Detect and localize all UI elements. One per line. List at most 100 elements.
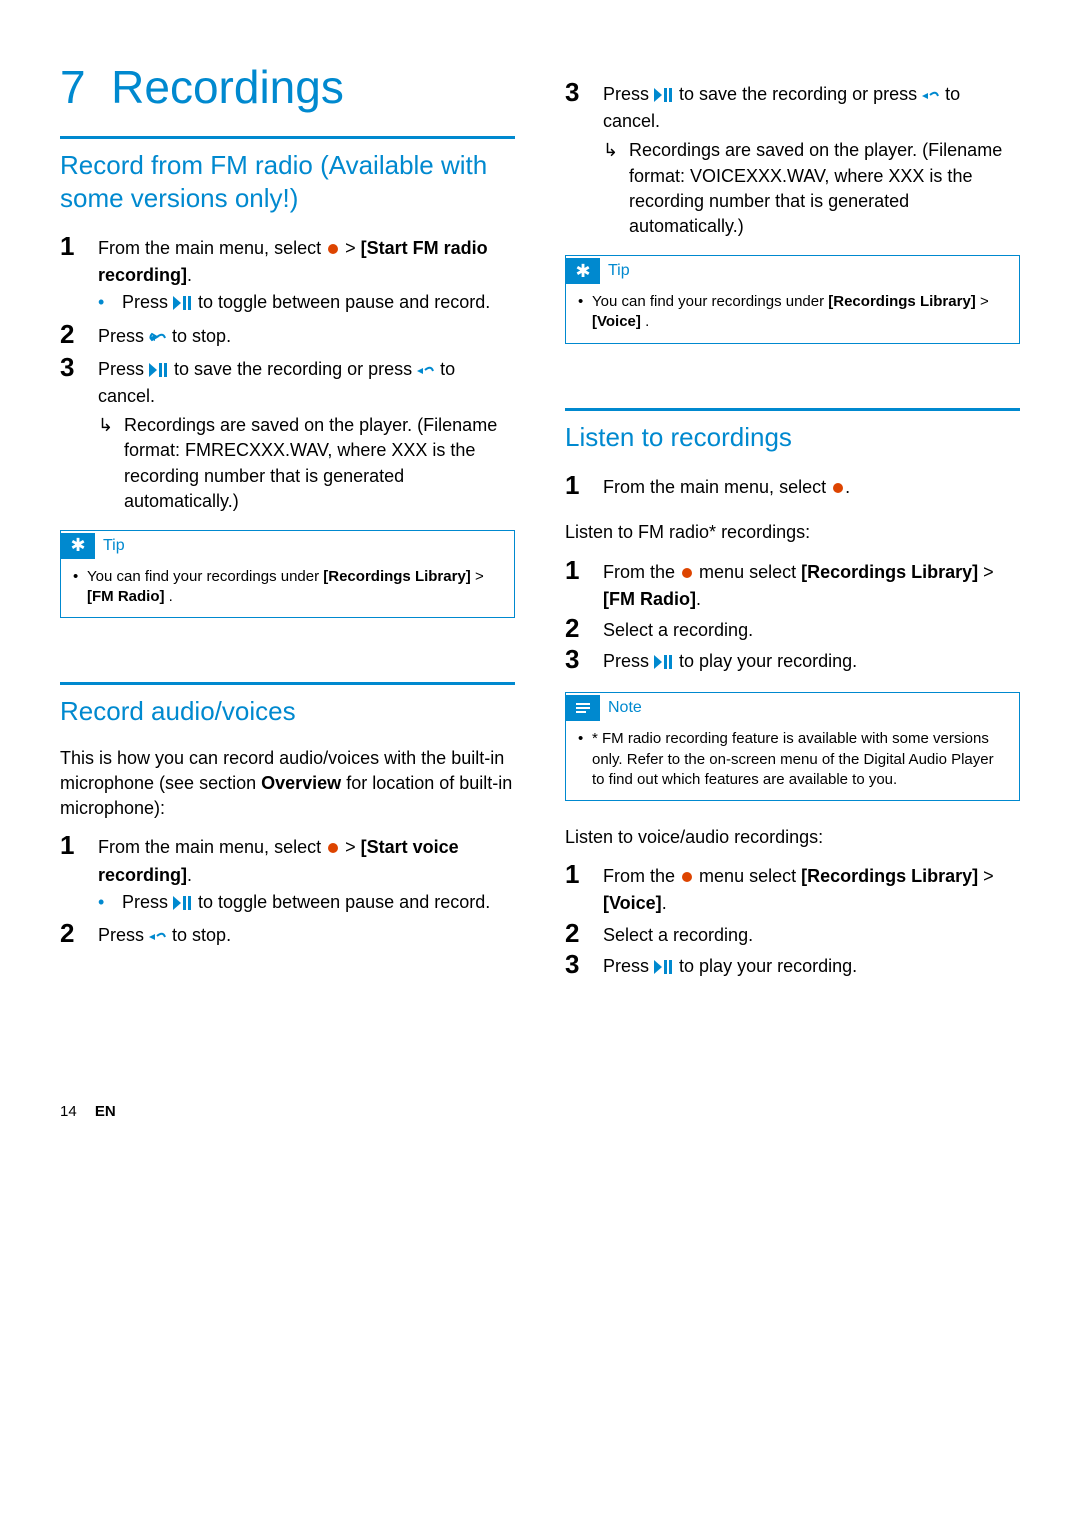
step-text: Press to save the recording or press to …	[98, 353, 515, 409]
step-text: From the main menu, select > [Start FM r…	[98, 232, 515, 288]
step-number: 2	[60, 320, 98, 349]
step: 1 From the menu select [Recordings Libra…	[565, 556, 1020, 612]
back-icon	[922, 84, 940, 109]
sub-bullet: • Press to toggle between pause and reco…	[98, 290, 515, 317]
step-text: Press to stop.	[98, 919, 515, 950]
step-text: From the main menu, select .	[603, 471, 1020, 502]
steps-listen-fm: 1 From the menu select [Recordings Libra…	[565, 556, 1020, 677]
bullet-text: Press to toggle between pause and record…	[122, 890, 515, 917]
left-column: 7 Recordings Record from FM radio (Avail…	[60, 60, 515, 983]
arrow-icon: ↳	[603, 138, 629, 163]
text: .	[662, 893, 667, 913]
step-number: 3	[565, 78, 603, 107]
tip-box: ✱ Tip • You can find your recordings und…	[565, 255, 1020, 344]
step-text: From the menu select [Recordings Library…	[603, 860, 1020, 916]
step: 2 Press to stop.	[60, 919, 515, 950]
text: You can find your recordings under	[592, 293, 828, 310]
text: to stop.	[172, 326, 231, 346]
text: to play your recording.	[679, 956, 857, 976]
steps-listen-voice: 1 From the menu select [Recordings Libra…	[565, 860, 1020, 981]
step-text: Press to stop.	[98, 320, 515, 351]
note-header: Note	[566, 693, 1019, 723]
section-rule	[565, 408, 1020, 411]
step: 2 Select a recording.	[565, 614, 1020, 643]
text-bold: [Recordings Library]	[801, 562, 978, 582]
tip-label: Tip	[608, 262, 630, 280]
step-number: 2	[565, 614, 603, 643]
play-pause-icon	[654, 651, 674, 676]
bullet-dot: •	[98, 290, 122, 315]
step-number: 2	[565, 919, 603, 948]
two-column-layout: 7 Recordings Record from FM radio (Avail…	[60, 60, 1020, 983]
section-heading-listen: Listen to recordings	[565, 421, 1020, 454]
step: 2 Select a recording.	[565, 919, 1020, 948]
text-bold: [Voice]	[592, 313, 641, 330]
text: Press	[98, 359, 149, 379]
section-heading-voice: Record audio/voices	[60, 695, 515, 728]
page: 7 Recordings Record from FM radio (Avail…	[0, 0, 1080, 1160]
right-column: 3 Press to save the recording or press t…	[565, 60, 1020, 983]
text: to toggle between pause and record.	[198, 892, 490, 912]
back-icon	[417, 359, 435, 384]
section-rule	[60, 136, 515, 139]
step-number: 1	[60, 831, 98, 860]
text: .	[169, 588, 173, 605]
text: Press	[98, 326, 149, 346]
text: From the	[603, 866, 680, 886]
step-text: Press to save the recording or press to …	[603, 78, 1020, 134]
text: .	[187, 865, 192, 885]
language-code: EN	[95, 1103, 116, 1120]
section-heading-fm: Record from FM radio (Available with som…	[60, 149, 515, 214]
text-bold: [FM Radio]	[87, 588, 164, 605]
bullet-text: Press to toggle between pause and record…	[122, 290, 515, 317]
record-icon	[680, 562, 694, 587]
play-pause-icon	[173, 292, 193, 317]
text-bold: [Recordings Library]	[801, 866, 978, 886]
steps-voice: 1 From the main menu, select > [Start vo…	[60, 831, 515, 887]
tip-body: • You can find your recordings under [Re…	[61, 561, 514, 618]
record-icon	[680, 866, 694, 891]
result-arrow: ↳ Recordings are saved on the player. (F…	[98, 413, 515, 514]
text: From the main menu, select	[98, 837, 326, 857]
play-pause-icon	[173, 892, 193, 917]
step: 1 From the main menu, select > [Start vo…	[60, 831, 515, 887]
text-bold: [Recordings Library]	[323, 568, 471, 585]
text: Press	[603, 956, 654, 976]
text: From the	[603, 562, 680, 582]
step-text: From the main menu, select > [Start voic…	[98, 831, 515, 887]
result-text: Recordings are saved on the player. (Fil…	[124, 413, 515, 514]
play-pause-icon	[654, 956, 674, 981]
steps-fm-cont: 2 Press to stop. 3 Press	[60, 320, 515, 410]
step-text: Press to play your recording.	[603, 950, 1020, 981]
step: 2 Press to stop.	[60, 320, 515, 351]
text: From the main menu, select	[98, 238, 326, 258]
step: 1 From the menu select [Recordings Libra…	[565, 860, 1020, 916]
chapter-title: 7 Recordings	[60, 60, 515, 114]
text: .	[696, 589, 701, 609]
text: to toggle between pause and record.	[198, 292, 490, 312]
tip-icon: ✱	[61, 533, 95, 559]
step: 3 Press to play your recording.	[565, 950, 1020, 981]
steps-voice-cont: 2 Press to stop.	[60, 919, 515, 950]
steps-listen-main: 1 From the main menu, select .	[565, 471, 1020, 502]
step: 3 Press to play your recording.	[565, 645, 1020, 676]
text: .	[845, 477, 850, 497]
note-box: Note •* FM radio recording feature is av…	[565, 692, 1020, 801]
result-arrow: ↳ Recordings are saved on the player. (F…	[603, 138, 1020, 239]
tip-label: Tip	[103, 537, 125, 555]
text: to save the recording or press	[174, 359, 417, 379]
text: .	[187, 265, 192, 285]
chapter-number: 7	[60, 61, 86, 113]
note-icon	[566, 695, 600, 721]
text: to save the recording or press	[679, 84, 922, 104]
step-text: Press to play your recording.	[603, 645, 1020, 676]
page-footer: 14 EN	[60, 1103, 1020, 1120]
tip-header: ✱ Tip	[61, 531, 514, 561]
bullet-dot: •	[98, 890, 122, 915]
step-text: From the menu select [Recordings Library…	[603, 556, 1020, 612]
text: to stop.	[172, 925, 231, 945]
text: >	[345, 238, 361, 258]
step-number: 1	[565, 860, 603, 889]
text: >	[983, 866, 994, 886]
text-bold: [Recordings Library]	[828, 293, 976, 310]
